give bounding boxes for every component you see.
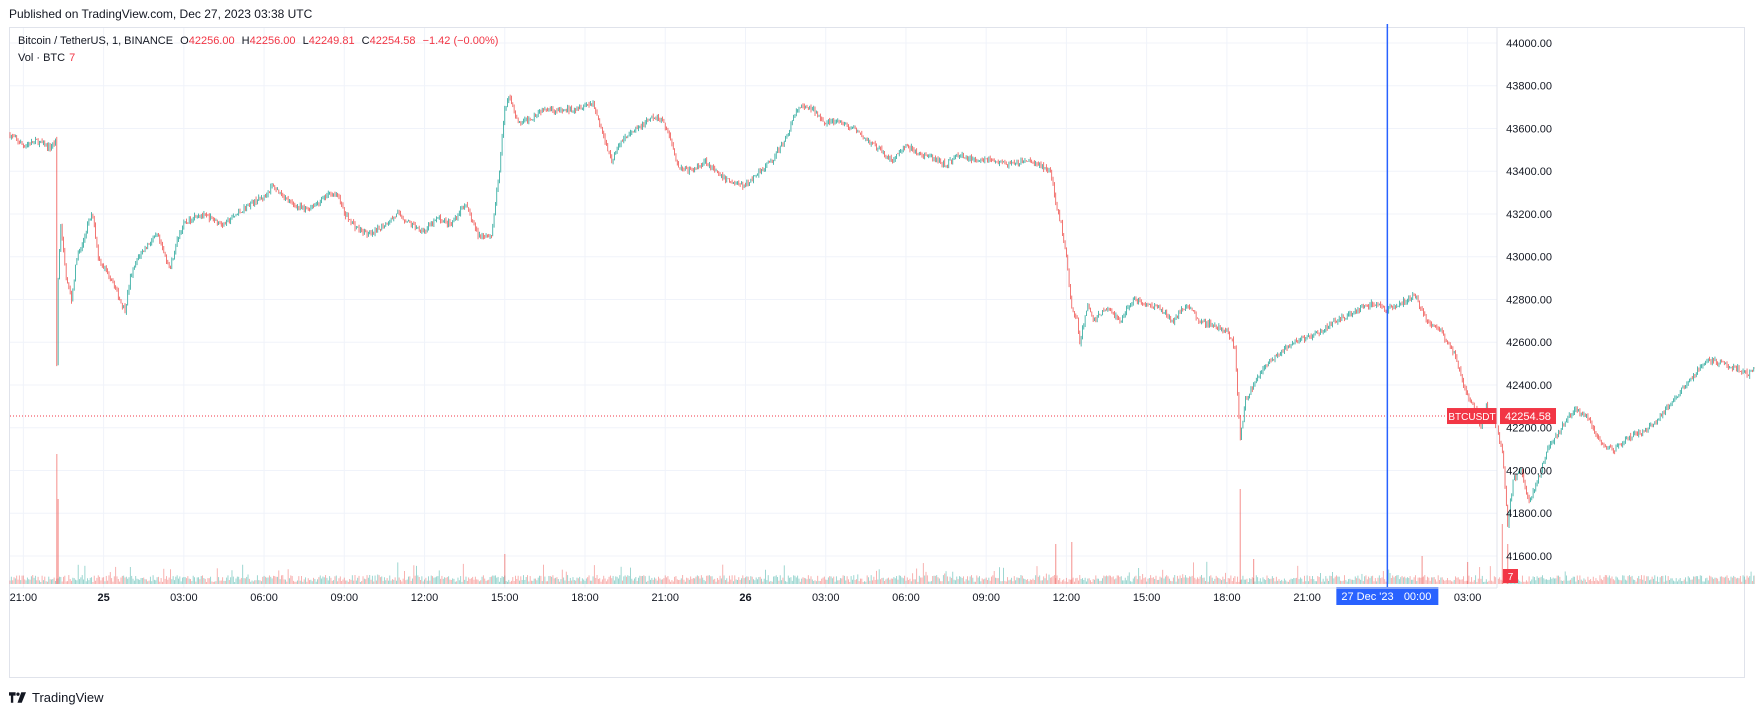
- time-tick-label: 25: [97, 592, 109, 604]
- time-tick-label: 12:00: [1053, 592, 1081, 604]
- price-tick-label: 41800.00: [1506, 508, 1552, 520]
- time-axis: 21:00 25 03:00 06:00 09:00 12:00 15:00 18:00 21:…: [10, 587, 1497, 604]
- crosshair-time-label: 00:00: [1404, 591, 1432, 603]
- footer-brand[interactable]: TradingView: [9, 690, 104, 705]
- time-tick-label: 21:00: [651, 592, 679, 604]
- time-tick-label: 15:00: [491, 592, 519, 604]
- time-tick-label: 03:00: [812, 592, 840, 604]
- crosshair-date-badge: [1336, 587, 1439, 605]
- high-value: 42256.00: [249, 35, 296, 47]
- volume-legend[interactable]: Vol · BTC 7: [18, 52, 75, 64]
- price-tick-label: 42000.00: [1506, 465, 1552, 477]
- price-tick-label: 43800.00: [1506, 81, 1552, 93]
- time-tick-label: 12:00: [411, 592, 439, 604]
- volume-bars: [9, 454, 1755, 584]
- published-info: Published on TradingView.com, Dec 27, 20…: [9, 7, 313, 21]
- candles: [9, 94, 1755, 529]
- time-tick-label: 09:00: [972, 592, 1000, 604]
- close-value: 42254.58: [369, 35, 416, 47]
- last-price-badge: [1500, 408, 1556, 425]
- last-price-label: 42254.58: [1505, 411, 1551, 423]
- chart-frame: [9, 27, 1745, 678]
- open-label: O: [180, 35, 189, 47]
- price-tick-label: 43000.00: [1506, 252, 1552, 264]
- price-axis: 44000.00 43800.00 43600.00 43400.00 43200.00…: [1496, 28, 1552, 588]
- high-label: H: [241, 35, 250, 47]
- volume-value: 7: [69, 52, 76, 64]
- time-tick-label: 09:00: [331, 592, 359, 604]
- chart-grid: [10, 28, 1497, 588]
- time-tick-label: 18:00: [1213, 592, 1241, 604]
- time-tick-label: 06:00: [892, 592, 920, 604]
- price-tick-label: 43600.00: [1506, 123, 1552, 135]
- price-tick-label: 42600.00: [1506, 337, 1552, 349]
- time-tick-label: 21:00: [10, 592, 38, 604]
- open-value: 42256.00: [188, 35, 235, 47]
- price-tick-label: 42800.00: [1506, 294, 1552, 306]
- time-tick-label: 03:00: [170, 592, 198, 604]
- time-tick-label: 18:00: [571, 592, 599, 604]
- volume-badge-label: 7: [1508, 572, 1514, 583]
- crosshair-date-label: 27 Dec '23: [1341, 591, 1393, 603]
- low-value: 42249.81: [308, 35, 355, 47]
- change-value: −1.42 (−0.00%): [422, 35, 499, 47]
- price-tick-label: 43400.00: [1506, 166, 1552, 178]
- close-label: C: [361, 35, 370, 47]
- brand-name: TradingView: [32, 690, 104, 705]
- symbol-title: Bitcoin / TetherUS, 1, BINANCE: [18, 35, 174, 47]
- crosshair: 27 Dec '23 00:00: [1336, 24, 1439, 605]
- price-tick-label: 41600.00: [1506, 551, 1552, 563]
- time-tick-label: 03:00: [1454, 592, 1482, 604]
- time-tick-label: 06:00: [250, 592, 278, 604]
- symbol-badge: [1447, 408, 1497, 425]
- price-tick-label: 43200.00: [1506, 209, 1552, 221]
- symbol-legend[interactable]: Bitcoin / TetherUS, 1, BINANCE O42256.00…: [18, 35, 498, 47]
- last-price-line: BTCUSDT 42254.58 7: [10, 408, 1556, 583]
- symbol-badge-label: BTCUSDT: [1448, 412, 1495, 423]
- price-tick-label: 42400.00: [1506, 380, 1552, 392]
- time-tick-label: 26: [739, 592, 751, 604]
- time-tick-label: 15:00: [1133, 592, 1161, 604]
- price-tick-label: 42200.00: [1506, 423, 1552, 435]
- volume-label: Vol · BTC: [18, 52, 66, 64]
- tradingview-logo-icon: [9, 692, 26, 703]
- volume-badge: [1503, 569, 1518, 583]
- price-tick-label: 44000.00: [1506, 38, 1552, 50]
- time-tick-label: 21:00: [1293, 592, 1321, 604]
- low-label: L: [302, 35, 309, 47]
